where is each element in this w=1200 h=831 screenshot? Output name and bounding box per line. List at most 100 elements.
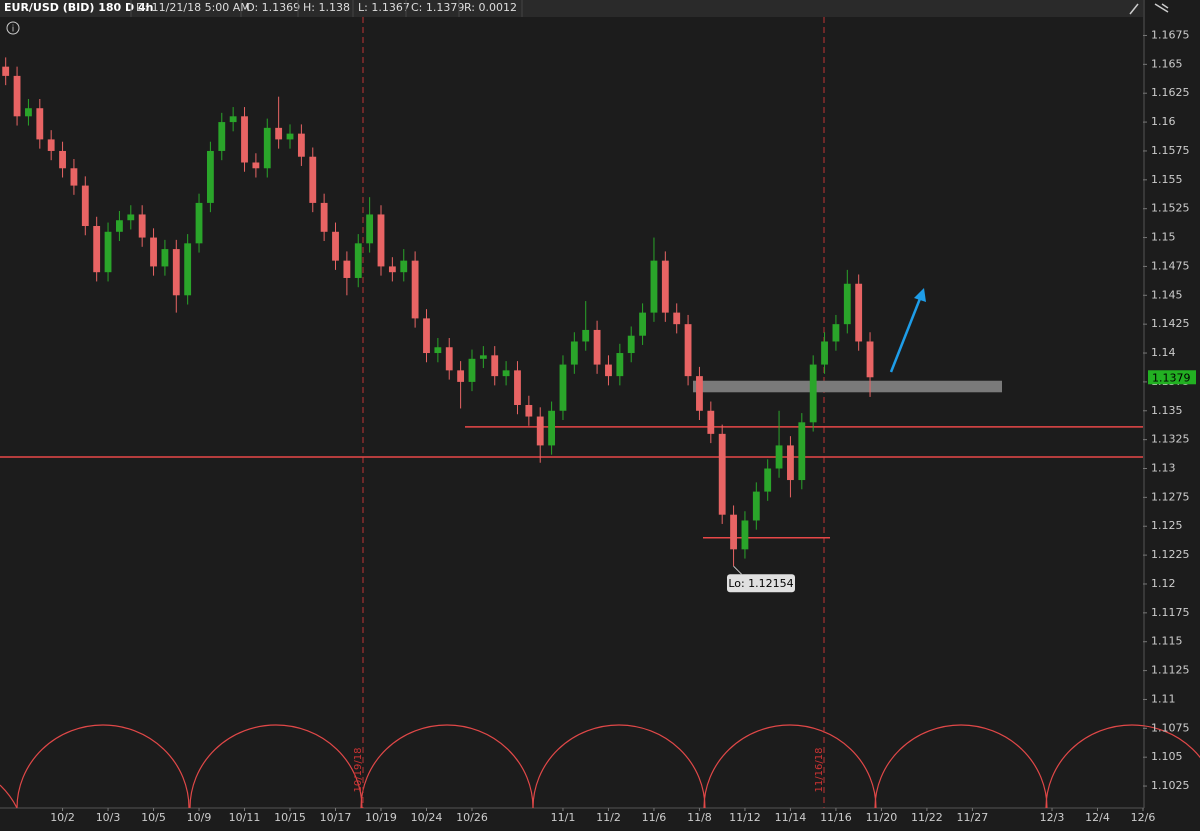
toolbar-low: L: 1.1367 [358,1,410,14]
candle-body [411,260,419,319]
cycle-arc [1045,724,1200,809]
candle-body [206,150,214,203]
low-label: Lo: 1.12154 [728,577,793,590]
candle-body [297,133,305,157]
toolbar-open: O: 1.1369 [246,1,300,14]
x-tick-label: 10/5 [141,811,166,824]
candle-body [241,116,248,163]
candle-body [673,312,681,325]
x-tick-label: 11/20 [866,811,898,824]
y-tick-label: 1.1175 [1151,606,1190,619]
collapse-icon[interactable] [1129,3,1139,15]
candle-body [764,468,772,492]
candle-body [502,370,510,377]
x-tick-label: 11/16 [820,811,852,824]
cycle-arc [874,724,1048,809]
candle-body [787,445,794,481]
cycle-arc [189,724,363,809]
x-tick-label: 12/4 [1085,811,1110,824]
x-tick-label: 11/27 [957,811,989,824]
x-tick-label: 10/9 [187,811,212,824]
y-tick-label: 1.165 [1151,57,1183,70]
candle-body [13,75,21,117]
x-tick-label: 10/3 [96,811,121,824]
low-label-box [727,574,795,593]
candle-body [263,127,271,169]
candle-body [866,341,874,378]
candle-body [775,445,783,469]
candle-body [59,150,66,169]
symbol[interactable]: EUR/USD (BID) 180 D 4h [4,1,153,14]
x-tick-label: 10/2 [50,811,75,824]
y-tick-label: 1.145 [1151,288,1183,301]
y-tick-label: 1.155 [1151,173,1183,186]
x-tick-label: 10/24 [411,811,443,824]
candle-body [798,422,806,481]
candle-body [104,231,112,273]
candle-body [514,370,521,405]
candle-body [127,214,135,221]
low-connector [733,565,742,575]
y-tick-label: 1.1525 [1151,202,1190,215]
candle-body [570,341,578,365]
candle-body [388,266,396,273]
x-tick-label: 11/2 [596,811,621,824]
x-tick-label: 11/22 [911,811,943,824]
candle-body [627,335,635,354]
y-tick-label: 1.1675 [1151,28,1190,41]
x-tick-label: 11/6 [642,811,667,824]
candle-body [457,370,465,382]
candle-body [309,156,317,203]
y-tick-label: 1.105 [1151,750,1183,763]
candle-body [286,133,294,140]
candle-body [320,202,328,232]
info-icon-text: i [12,25,15,35]
trend-arrow [889,295,923,373]
y-tick-label: 1.135 [1151,404,1183,417]
last-price-label: 1.1379 [1152,371,1191,384]
cycle-arc [532,724,706,809]
candle-body [400,260,408,273]
candle-body [343,260,351,278]
marker-label: 10/19/18 [353,748,364,793]
candle-body [843,283,851,325]
toolbar-dividers [130,0,523,17]
resistance-zone [693,380,1002,393]
candle-body [536,416,544,446]
x-tick-label: 11/1 [551,811,576,824]
candle-body [559,364,567,411]
x-tick-label: 11/8 [687,811,712,824]
x-tick-label: 12/3 [1040,811,1065,824]
x-tick-label: 11/12 [729,811,761,824]
y-tick-label: 1.1075 [1151,721,1190,734]
info-icon[interactable] [6,21,20,35]
toolbar-high: H: 1.138 [303,1,350,14]
cycle-arc [703,724,877,809]
y-tick-label: 1.125 [1151,519,1183,532]
candle-body [491,355,499,377]
cycle-arc [0,784,18,809]
candle-body [661,260,669,313]
candle-body [47,139,55,151]
candle-body [639,312,646,336]
y-tick-label: 1.1625 [1151,86,1190,99]
y-tick-label: 1.14 [1151,346,1176,359]
candle-body [172,249,180,296]
candle-body [275,127,283,140]
candle-body [81,185,89,227]
candle-body [195,202,203,244]
y-tick-label: 1.15 [1151,231,1176,244]
candle-body [93,226,101,273]
candle-body [616,353,624,377]
x-tick-label: 10/17 [320,811,352,824]
candle-body [229,116,237,123]
candle-body [161,249,169,267]
settings-icon[interactable] [1154,3,1169,13]
toolbar [0,0,1143,17]
x-tick-label: 11/14 [775,811,807,824]
cycle-arc [16,724,190,809]
candle-body [479,355,487,359]
x-tick-label: 10/11 [229,811,261,824]
